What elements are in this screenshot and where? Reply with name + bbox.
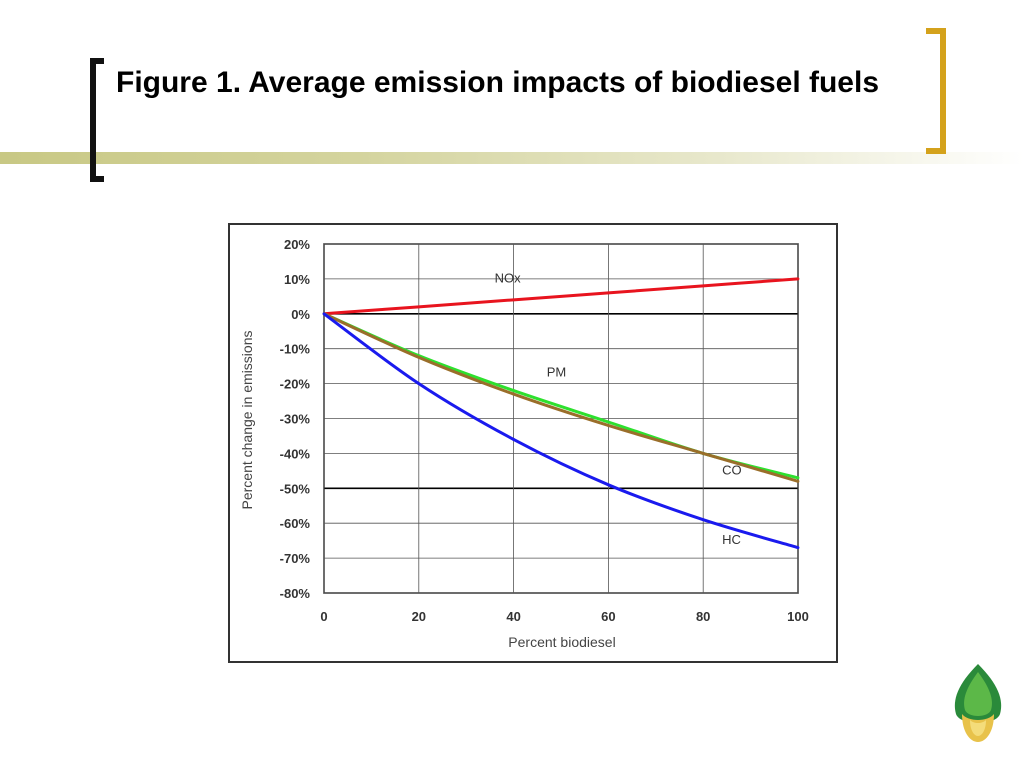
data-point-nox	[607, 291, 610, 295]
data-point-nox	[417, 305, 421, 309]
slide-title: Figure 1. Average emission impacts of bi…	[116, 66, 880, 99]
left-bracket-decoration	[90, 58, 104, 182]
x-tick-label: 100	[787, 609, 809, 624]
data-point-co	[607, 424, 610, 427]
data-point-hc	[701, 518, 705, 522]
y-tick-label: -50%	[280, 481, 311, 496]
y-tick-label: -70%	[280, 551, 311, 566]
series-label-hc: HC	[722, 532, 741, 547]
series-line-hc	[323, 312, 799, 550]
series-label-co: CO	[722, 462, 742, 477]
title-underline-bar	[0, 152, 1024, 164]
x-tick-label: 80	[696, 609, 710, 624]
series-label-pm: PM	[547, 365, 567, 380]
x-tick-label: 20	[412, 609, 426, 624]
y-tick-label: -40%	[280, 446, 311, 461]
x-tick-label: 40	[506, 609, 520, 624]
y-axis-label: Percent change in emissions	[239, 331, 255, 510]
series-line-nox	[323, 277, 799, 316]
data-point-pm	[512, 389, 515, 392]
grid-layer	[323, 243, 799, 594]
y-tick-label: 10%	[284, 272, 310, 287]
data-point-hc	[417, 382, 421, 385]
y-tick-label: -60%	[280, 516, 311, 531]
y-tick-label: -20%	[280, 377, 311, 392]
data-point-co	[512, 392, 515, 396]
x-tick-label: 60	[601, 609, 615, 624]
series-label-nox: NOx	[495, 270, 522, 285]
data-point-pm	[607, 420, 610, 424]
right-bracket-decoration	[926, 28, 946, 154]
series-label-layer: NOx PM CO HC	[495, 270, 742, 547]
series-layer	[322, 277, 800, 550]
y-tick-label: 20%	[284, 237, 310, 252]
data-point-co	[796, 479, 800, 483]
chart-frame: 20% 10% 0% -10% -20% -30% -40% -50% -60% -70% -80%…	[228, 223, 838, 663]
data-point-pm	[796, 476, 800, 480]
leaf-drop-icon	[954, 664, 1002, 742]
x-tick-label: 0	[320, 609, 327, 624]
y-tick-label: -80%	[280, 586, 311, 601]
emissions-line-chart: 20% 10% 0% -10% -20% -30% -40% -50% -60% -70% -80%…	[228, 223, 838, 663]
data-point-nox	[796, 277, 800, 281]
data-point-nox	[512, 298, 515, 302]
data-point-hc	[607, 483, 610, 487]
data-point-nox	[701, 284, 705, 288]
series-line-co	[323, 312, 799, 483]
data-point-co	[417, 356, 421, 359]
data-point-hc	[322, 312, 326, 316]
y-tick-label: -10%	[280, 342, 311, 357]
y-tick-label: 0%	[291, 307, 310, 322]
x-axis-label: Percent biodiesel	[508, 634, 615, 650]
data-point-hc	[796, 546, 800, 550]
data-point-hc	[512, 438, 515, 441]
y-tick-label: -30%	[280, 412, 311, 427]
tick-layer: 20% 10% 0% -10% -20% -30% -40% -50% -60% -70% -80%…	[280, 237, 809, 624]
data-point-co	[701, 452, 705, 455]
